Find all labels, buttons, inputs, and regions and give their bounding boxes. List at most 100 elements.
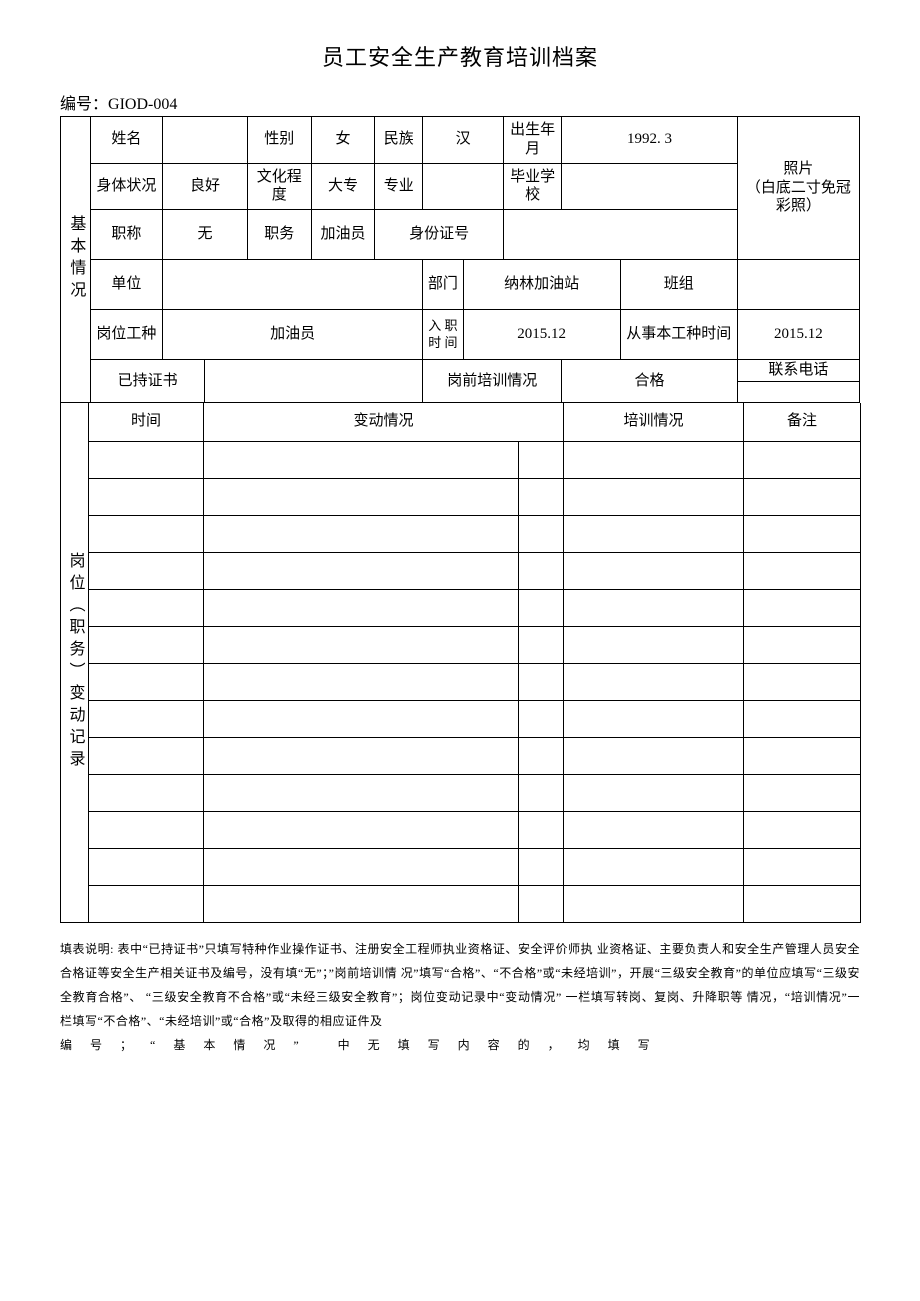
rec-change [204,774,519,811]
label-major: 专业 [375,163,423,210]
value-gender: 女 [311,117,375,164]
rec-remark [744,589,861,626]
header-training: 培训情况 [564,403,744,442]
rec-training [564,589,744,626]
label-heldcert: 已持证书 [90,360,205,403]
value-entrytime: 2015.12 [463,310,620,360]
rec-change2 [519,626,564,663]
rec-remark [744,700,861,737]
header-time: 时间 [89,403,204,442]
records-table: 岗位（职务）变动记录 时间 变动情况 培训情况 备注 [60,403,861,923]
rec-time [89,848,204,885]
rec-training [564,737,744,774]
notes-section: 填表说明: 表中“已持证书”只填写特种作业操作证书、注册安全工程师执业资格证、安… [60,937,860,1057]
label-jobtype: 岗位工种 [90,310,162,360]
rec-remark [744,811,861,848]
value-title: 无 [162,210,247,260]
rec-remark [744,774,861,811]
label-ethnicity: 民族 [375,117,423,164]
label-edu: 文化程度 [247,163,311,210]
rec-time [89,478,204,515]
label-team: 班组 [620,260,737,310]
rec-change [204,626,519,663]
rec-remark [744,552,861,589]
rec-change2 [519,700,564,737]
rec-change2 [519,811,564,848]
records-section-label: 岗位（职务）变动记录 [61,403,89,923]
value-health: 良好 [162,163,247,210]
label-health: 身体状况 [90,163,162,210]
rec-training [564,663,744,700]
doc-id-label: 编号： [60,96,108,113]
rec-remark [744,478,861,515]
rec-training [564,515,744,552]
rec-time [89,552,204,589]
rec-remark [744,515,861,552]
value-position: 加油员 [311,210,375,260]
value-idno [503,210,737,260]
notes-last: 编号；“基本情况” 中无填写内容的，均填写 [60,1038,668,1052]
value-team [737,260,859,310]
label-unit: 单位 [90,260,162,310]
value-dept: 纳林加油站 [463,260,620,310]
rec-change [204,848,519,885]
rec-training [564,885,744,922]
rec-change [204,737,519,774]
rec-change2 [519,737,564,774]
rec-remark [744,737,861,774]
notes-body: 表中“已持证书”只填写特种作业操作证书、注册安全工程师执业资格证、安全评价师执 … [60,942,860,1028]
rec-change [204,441,519,478]
rec-remark [744,626,861,663]
rec-change [204,700,519,737]
rec-time [89,811,204,848]
rec-change2 [519,589,564,626]
value-contact [737,381,859,402]
rec-change2 [519,663,564,700]
rec-training [564,848,744,885]
rec-time [89,774,204,811]
rec-change2 [519,478,564,515]
rec-change2 [519,552,564,589]
rec-change [204,811,519,848]
label-school: 毕业学校 [503,163,561,210]
rec-change [204,589,519,626]
doc-id-value: GIOD-004 [108,96,177,113]
rec-training [564,811,744,848]
rec-change2 [519,774,564,811]
rec-training [564,774,744,811]
label-gender: 性别 [247,117,311,164]
rec-training [564,552,744,589]
label-entrytime: 入 职 时 间 [423,310,463,360]
rec-training [564,478,744,515]
rec-change [204,663,519,700]
rec-change2 [519,515,564,552]
rec-change2 [519,848,564,885]
rec-time [89,700,204,737]
rec-remark [744,663,861,700]
label-name: 姓名 [90,117,162,164]
label-worksince: 从事本工种时间 [620,310,737,360]
label-birth: 出生年月 [503,117,561,164]
rec-change2 [519,441,564,478]
rec-training [564,626,744,663]
rec-time [89,515,204,552]
rec-time [89,885,204,922]
rec-time [89,663,204,700]
header-change: 变动情况 [204,403,564,442]
label-position: 职务 [247,210,311,260]
rec-change [204,478,519,515]
label-contact: 联系电话 [737,360,859,382]
value-jobtype: 加油员 [162,310,422,360]
value-worksince: 2015.12 [737,310,859,360]
rec-remark [744,885,861,922]
form-table: 基本情况 姓名 性别 女 民族 汉 出生年月 1992. 3 照片 （白底二寸免… [60,116,860,403]
label-title: 职称 [90,210,162,260]
rec-change [204,885,519,922]
rec-time [89,441,204,478]
rec-time [89,589,204,626]
basic-section-label: 基本情况 [61,117,91,403]
rec-change [204,552,519,589]
value-heldcert [205,360,423,403]
value-major [423,163,504,210]
rec-training [564,441,744,478]
